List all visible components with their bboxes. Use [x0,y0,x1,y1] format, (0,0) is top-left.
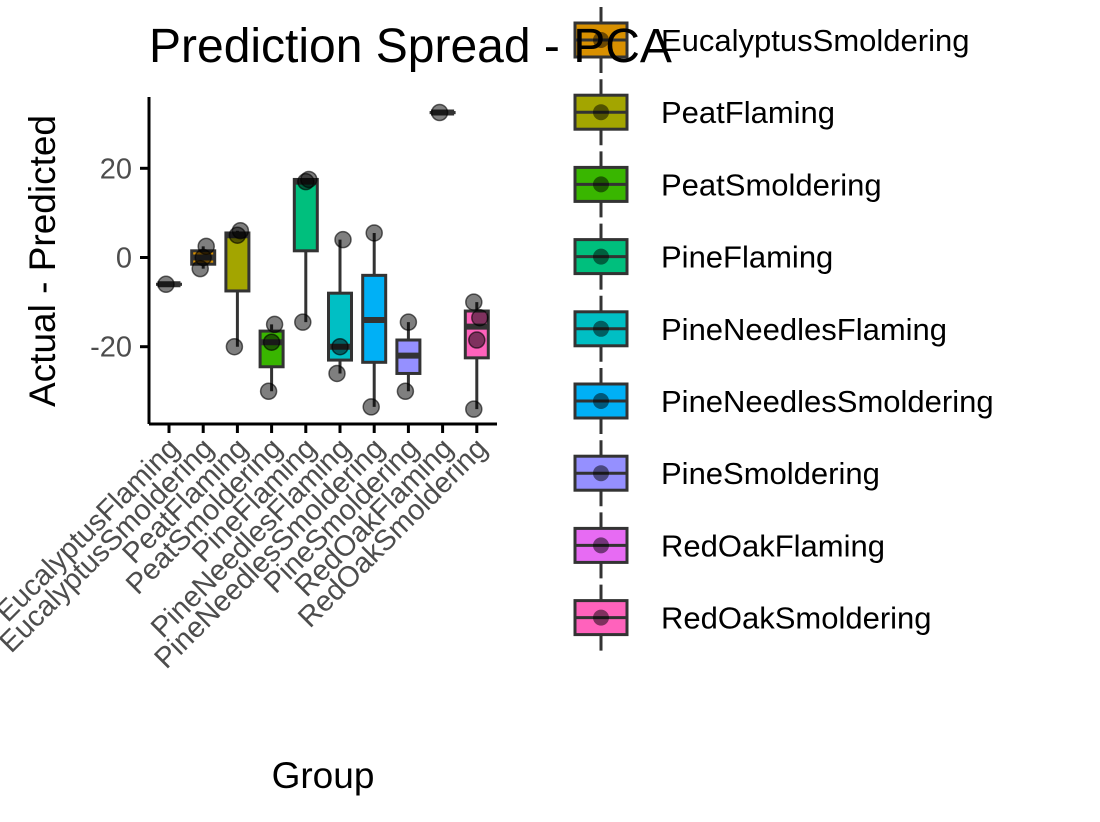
box-PineNeedlesSmoldering [361,224,388,416]
legend-item: PeatSmoldering [573,151,882,218]
box-PineFlaming [292,170,319,331]
legend-key-point [593,104,609,121]
data-point [430,103,449,122]
box-PeatFlaming [224,221,251,356]
box-PineSmoldering [395,313,422,401]
legend: EucalyptusSmoldering PeatFlaming PeatSmold… [573,7,994,651]
legend-item: PineSmoldering [573,440,880,507]
legend-key-point [593,537,609,554]
box-PeatSmoldering [258,315,285,401]
data-point [399,313,418,331]
legend-item: PineNeedlesFlaming [573,295,947,362]
data-point [471,308,489,327]
box-EucalyptusSmoldering [190,237,217,278]
legend-label: RedOakSmoldering [661,601,932,636]
data-point [231,221,250,240]
axes: -20020EucalyptusFlamingEucalyptusSmolder… [0,97,497,675]
data-point [465,293,483,311]
legend-label: PineNeedlesSmoldering [661,384,994,419]
data-point [396,382,415,401]
y-axis-title: Actual - Predicted [22,115,63,407]
legend-item: PeatFlaming [573,79,835,146]
legend-item: PineNeedlesSmoldering [573,368,994,434]
box-RedOakFlaming [429,103,456,122]
legend-item: RedOakSmoldering [573,584,932,651]
plot-area [156,103,490,418]
data-point [300,170,318,189]
data-point [265,315,284,334]
data-point [365,224,383,242]
data-point [197,237,215,256]
data-point [294,313,312,331]
legend-key-point [593,32,609,48]
data-point [262,333,281,351]
legend-label: PeatSmoldering [661,167,882,202]
legend-key-point [593,248,609,265]
legend-label: PineNeedlesFlaming [661,312,947,347]
legend-key-point [593,393,609,409]
box-PineNeedlesFlaming [327,230,353,383]
legend-item: PineFlaming [573,223,833,290]
y-tick-label: 0 [116,243,132,275]
data-point [225,337,244,356]
legend-key-point [593,176,609,193]
box-RedOakSmoldering [463,293,490,418]
legend-key-point [593,320,609,337]
legend-key-point [593,609,609,626]
data-point [465,400,483,418]
data-point [331,337,349,356]
legend-item: EucalyptusSmoldering [573,7,969,73]
y-tick-label: -20 [90,332,132,364]
legend-key-point [593,465,609,482]
data-point [328,364,346,383]
legend-label: PeatFlaming [661,95,835,130]
data-point [157,275,175,294]
y-tick-label: 20 [100,153,132,185]
legend-label: RedOakFlaming [661,528,885,563]
x-axis-title: Group [272,755,375,796]
legend-label: EucalyptusSmoldering [661,23,969,58]
legend-label: PineSmoldering [661,456,880,491]
chart-title: Prediction Spread - PCA [149,20,672,73]
legend-item: RedOakFlaming [573,512,885,579]
box-EucalyptusFlaming [156,275,182,294]
data-point [362,398,380,416]
legend-label: PineFlaming [661,240,833,275]
data-point [334,230,352,249]
data-point [468,331,486,349]
data-point [259,382,278,401]
